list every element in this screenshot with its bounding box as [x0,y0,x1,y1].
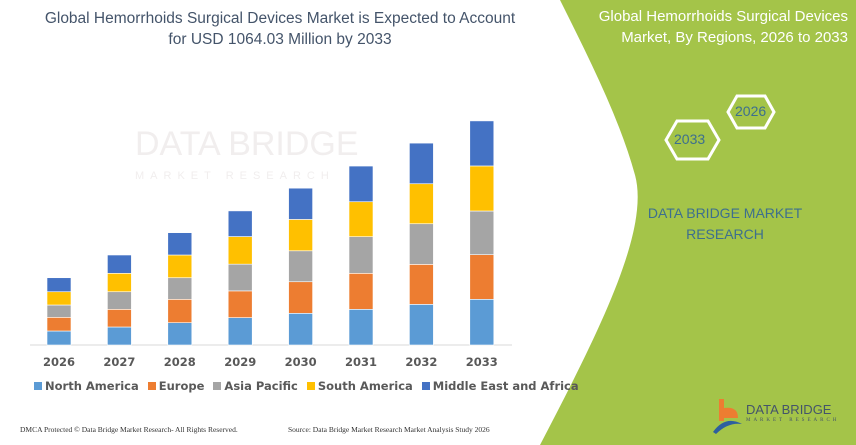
stacked-bar-chart: 2026 2027 2028 2029 2030 2031 2032 2033 [30,120,512,369]
bar-segment-middle-east-and-africa [167,232,193,256]
legend: North America Europe Asia Pacific South … [34,379,579,393]
bar-segment-asia-pacific [46,304,72,318]
bar-segment-north-america [288,313,313,346]
bar-segment-middle-east-and-africa [46,277,72,293]
bar-segment-south-america [167,254,193,279]
legend-item: Europe [147,379,205,393]
bar-segment-europe [288,281,313,314]
chart-title: Global Hemorrhoids Surgical Devices Mark… [44,10,516,48]
side-title-line1: Global Hemorrhoids Surgical Devices [598,8,848,25]
legend-swatch [34,382,42,390]
bar-segment-middle-east-and-africa [107,254,132,274]
bar-segment-south-america [348,201,374,237]
bar-segment-middle-east-and-africa [348,165,374,203]
bar-segment-north-america [469,299,495,346]
bar-segment-asia-pacific [288,250,313,283]
legend-label: Asia Pacific [224,379,298,393]
legend-item: Middle East and Africa [421,379,579,393]
bar-segment-south-america [227,236,253,265]
bar-segment-europe [348,273,374,310]
x-tick-label: 2026 [43,355,75,369]
x-tick-label: 2028 [164,355,196,369]
x-tick-label: 2029 [224,355,256,369]
legend-swatch [213,382,222,390]
bar-segment-south-america [469,165,495,212]
legend-swatch [306,382,315,390]
bar-segment-asia-pacific [469,210,495,255]
footer-source: Source: Data Bridge Market Research Mark… [288,425,490,434]
logo-icon [713,399,742,434]
bar-segment-middle-east-and-africa [469,120,495,167]
hexagon-2033 [664,119,721,161]
legend-swatch [421,382,430,390]
brand-line1: DATA BRIDGE MARKET [647,205,803,221]
bar-segment-north-america [348,309,374,346]
legend-label: Middle East and Africa [432,379,579,393]
x-tick-label: 2030 [285,355,317,369]
bar-segment-north-america [167,322,193,346]
bar-segment-asia-pacific [167,277,193,300]
x-tick-label: 2027 [103,355,135,369]
bar-segment-middle-east-and-africa [227,210,253,237]
bar-segment-europe [167,299,193,323]
green-side-panel [540,0,856,445]
bar-segment-south-america [288,219,313,252]
side-title-line2: Market, By Regions, 2026 to 2033 [621,29,848,46]
hexagon-2026 [726,94,776,130]
bar-segment-south-america [107,273,132,293]
bar-segment-middle-east-and-africa [409,142,434,185]
legend-item: South America [306,379,413,393]
legend-label: South America [317,379,413,393]
bar-segment-asia-pacific [409,223,434,265]
bar-segment-middle-east-and-africa [288,187,313,220]
legend-swatch [147,382,156,390]
x-tick-label: 2031 [345,355,377,369]
bar-segment-south-america [409,183,434,225]
bar-segment-north-america [107,326,132,346]
legend-item: Asia Pacific [213,379,298,393]
watermark-sub: MARKET RESEARCH [135,170,335,182]
hex-label-2033: 2033 [674,131,706,147]
x-tick-label: 2032 [405,355,437,369]
legend-label: North America [45,379,139,393]
bar-segment-north-america [409,304,434,346]
x-tick-label: 2033 [466,355,498,369]
watermark: DATA BRIDGE [135,125,359,163]
bar-segment-europe [227,290,253,318]
logo-text: DATA BRIDGE [746,402,832,417]
bar-segment-south-america [46,291,72,306]
bar-segment-asia-pacific [107,291,132,310]
brand-line2: RESEARCH [686,226,764,242]
bar-segment-asia-pacific [227,263,253,292]
logo-subtext: MARKET RESEARCH [746,418,840,423]
bar-segment-europe [469,254,495,300]
bar-segment-north-america [46,330,72,346]
side-panel-title: Global Hemorrhoids Surgical Devices Mark… [548,6,848,48]
legend-item: North America [34,379,139,393]
bar-segment-north-america [227,317,253,346]
footer-copyright: DMCA Protected © Data Bridge Market Rese… [20,425,238,434]
brand-text: DATA BRIDGE MARKET RESEARCH [640,203,810,245]
bar-segment-europe [409,264,434,305]
legend-label: Europe [158,379,205,393]
bar-segment-europe [46,317,72,332]
hex-label-2026: 2026 [735,103,767,119]
bar-segment-asia-pacific [348,236,374,274]
bar-segment-europe [107,309,132,328]
